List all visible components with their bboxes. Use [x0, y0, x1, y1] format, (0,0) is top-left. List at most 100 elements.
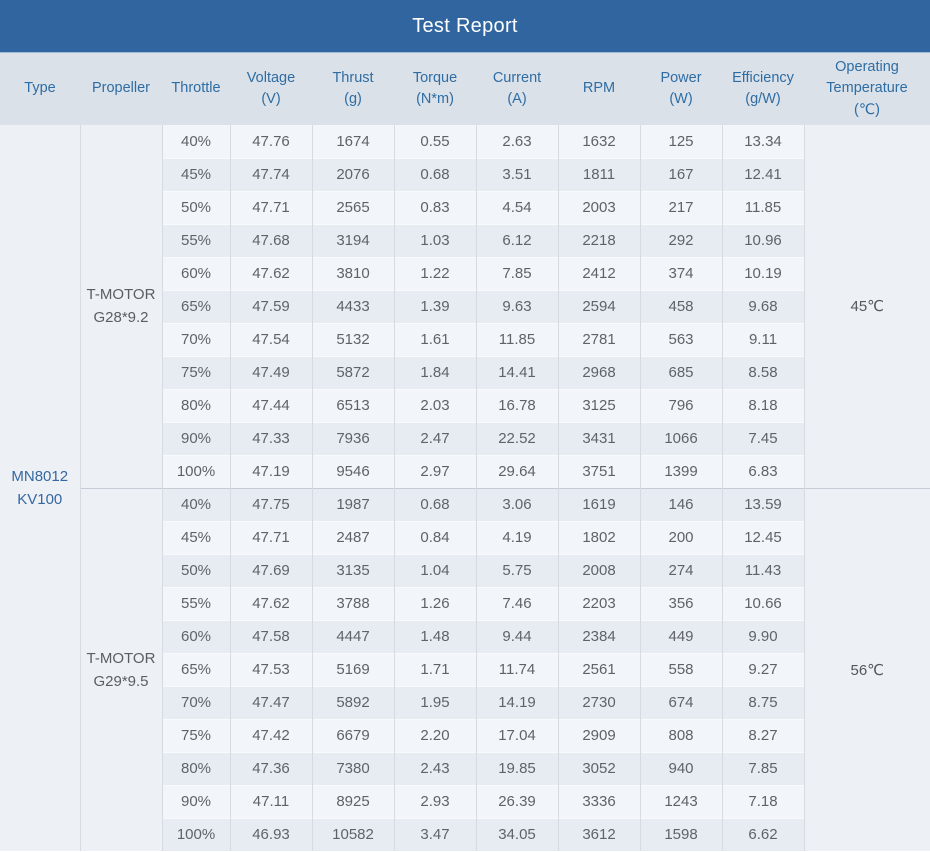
table-row: 100% 46.93 10582 3.47 34.05 3612 1598 6.62: [0, 817, 930, 851]
page-title: Test Report: [412, 14, 518, 37]
cell-throttle: 55%: [161, 586, 230, 620]
table-row: 60% 47.62 3810 1.22 7.85 2412 374 10.19: [0, 256, 930, 290]
cell-voltage: 47.74: [229, 157, 312, 191]
cell-current: 14.19: [475, 685, 558, 719]
cell-torque: 2.93: [393, 784, 476, 818]
column-header-rpm: RPM: [558, 53, 640, 125]
propeller-cell: T-MOTOR G29*9.5: [79, 487, 162, 851]
cell-thrust: 2487: [311, 520, 394, 554]
cell-rpm: 2384: [557, 619, 640, 653]
cell-throttle: 55%: [161, 223, 230, 257]
cell-current: 14.41: [475, 355, 558, 389]
cell-power: 200: [639, 520, 722, 554]
cell-power: 217: [639, 190, 722, 224]
table-row: 45% 47.74 2076 0.68 3.51 1811 167 12.41: [0, 157, 930, 191]
cell-torque: 0.68: [393, 157, 476, 191]
cell-rpm: 3336: [557, 784, 640, 818]
cell-current: 22.52: [475, 421, 558, 455]
cell-power: 558: [639, 652, 722, 686]
table-row: MN8012 KV100 T-MOTOR G28*9.2 40% 47.76 1674 0…: [0, 125, 930, 851]
cell-rpm: 2909: [557, 718, 640, 752]
cell-throttle: 50%: [161, 190, 230, 224]
cell-throttle: 70%: [161, 322, 230, 356]
cell-thrust: 6679: [311, 718, 394, 752]
cell-efficiency: 11.43: [721, 553, 804, 587]
cell-thrust: 7936: [311, 421, 394, 455]
cell-thrust: 1674: [311, 125, 394, 158]
cell-efficiency: 7.45: [721, 421, 804, 455]
cell-current: 11.74: [475, 652, 558, 686]
cell-rpm: 3125: [557, 388, 640, 422]
cell-current: 26.39: [475, 784, 558, 818]
temperature-cell: 56℃: [803, 487, 930, 851]
cell-thrust: 3810: [311, 256, 394, 290]
cell-throttle: 65%: [161, 652, 230, 686]
cell-throttle: 40%: [161, 125, 230, 158]
column-header-operating-temperature: Operating Temperature (℃): [804, 53, 930, 125]
cell-voltage: 47.36: [229, 751, 312, 785]
cell-power: 274: [639, 553, 722, 587]
cell-rpm: 2008: [557, 553, 640, 587]
cell-current: 2.63: [475, 125, 558, 158]
cell-power: 146: [639, 487, 722, 521]
table-row: 55% 47.62 3788 1.26 7.46 2203 356 10.66: [0, 586, 930, 620]
cell-torque: 1.03: [393, 223, 476, 257]
cell-power: 292: [639, 223, 722, 257]
table-row: 90% 47.33 7936 2.47 22.52 3431 1066 7.45: [0, 421, 930, 455]
cell-thrust: 4433: [311, 289, 394, 323]
cell-throttle: 100%: [161, 817, 230, 851]
cell-rpm: 2781: [557, 322, 640, 356]
cell-voltage: 47.71: [229, 190, 312, 224]
cell-thrust: 3788: [311, 586, 394, 620]
cell-throttle: 60%: [161, 619, 230, 653]
cell-power: 1066: [639, 421, 722, 455]
cell-thrust: 2076: [311, 157, 394, 191]
cell-torque: 0.68: [393, 487, 476, 521]
cell-rpm: 3052: [557, 751, 640, 785]
cell-rpm: 2412: [557, 256, 640, 290]
cell-voltage: 47.58: [229, 619, 312, 653]
cell-current: 9.63: [475, 289, 558, 323]
column-header-propeller: Propeller: [80, 53, 162, 125]
cell-thrust: 5132: [311, 322, 394, 356]
cell-current: 4.54: [475, 190, 558, 224]
cell-torque: 2.43: [393, 751, 476, 785]
table-row: 65% 47.53 5169 1.71 11.74 2561 558 9.27: [0, 652, 930, 686]
cell-efficiency: 8.75: [721, 685, 804, 719]
cell-power: 449: [639, 619, 722, 653]
cell-power: 1243: [639, 784, 722, 818]
table-row: 100% 47.19 9546 2.97 29.64 3751 1399 6.83: [0, 454, 930, 488]
cell-throttle: 75%: [161, 355, 230, 389]
cell-thrust: 4447: [311, 619, 394, 653]
cell-voltage: 46.93: [229, 817, 312, 851]
table-row: 80% 47.44 6513 2.03 16.78 3125 796 8.18: [0, 388, 930, 422]
cell-throttle: 90%: [161, 421, 230, 455]
cell-thrust: 5169: [311, 652, 394, 686]
cell-current: 17.04: [475, 718, 558, 752]
cell-thrust: 9546: [311, 454, 394, 488]
cell-efficiency: 7.18: [721, 784, 804, 818]
cell-efficiency: 11.85: [721, 190, 804, 224]
cell-torque: 3.47: [393, 817, 476, 851]
cell-power: 356: [639, 586, 722, 620]
table-row: 45% 47.71 2487 0.84 4.19 1802 200 12.45: [0, 520, 930, 554]
cell-rpm: 1802: [557, 520, 640, 554]
cell-torque: 1.39: [393, 289, 476, 323]
cell-throttle: 70%: [161, 685, 230, 719]
cell-torque: 0.55: [393, 125, 476, 158]
cell-current: 34.05: [475, 817, 558, 851]
cell-voltage: 47.76: [229, 125, 312, 158]
cell-rpm: 3612: [557, 817, 640, 851]
cell-rpm: 2003: [557, 190, 640, 224]
cell-power: 1598: [639, 817, 722, 851]
cell-efficiency: 6.62: [721, 817, 804, 851]
cell-power: 458: [639, 289, 722, 323]
cell-voltage: 47.69: [229, 553, 312, 587]
cell-current: 4.19: [475, 520, 558, 554]
cell-power: 125: [639, 125, 722, 158]
table-row: 60% 47.58 4447 1.48 9.44 2384 449 9.90: [0, 619, 930, 653]
cell-power: 674: [639, 685, 722, 719]
cell-rpm: 2968: [557, 355, 640, 389]
cell-thrust: 5892: [311, 685, 394, 719]
cell-throttle: 100%: [161, 454, 230, 488]
